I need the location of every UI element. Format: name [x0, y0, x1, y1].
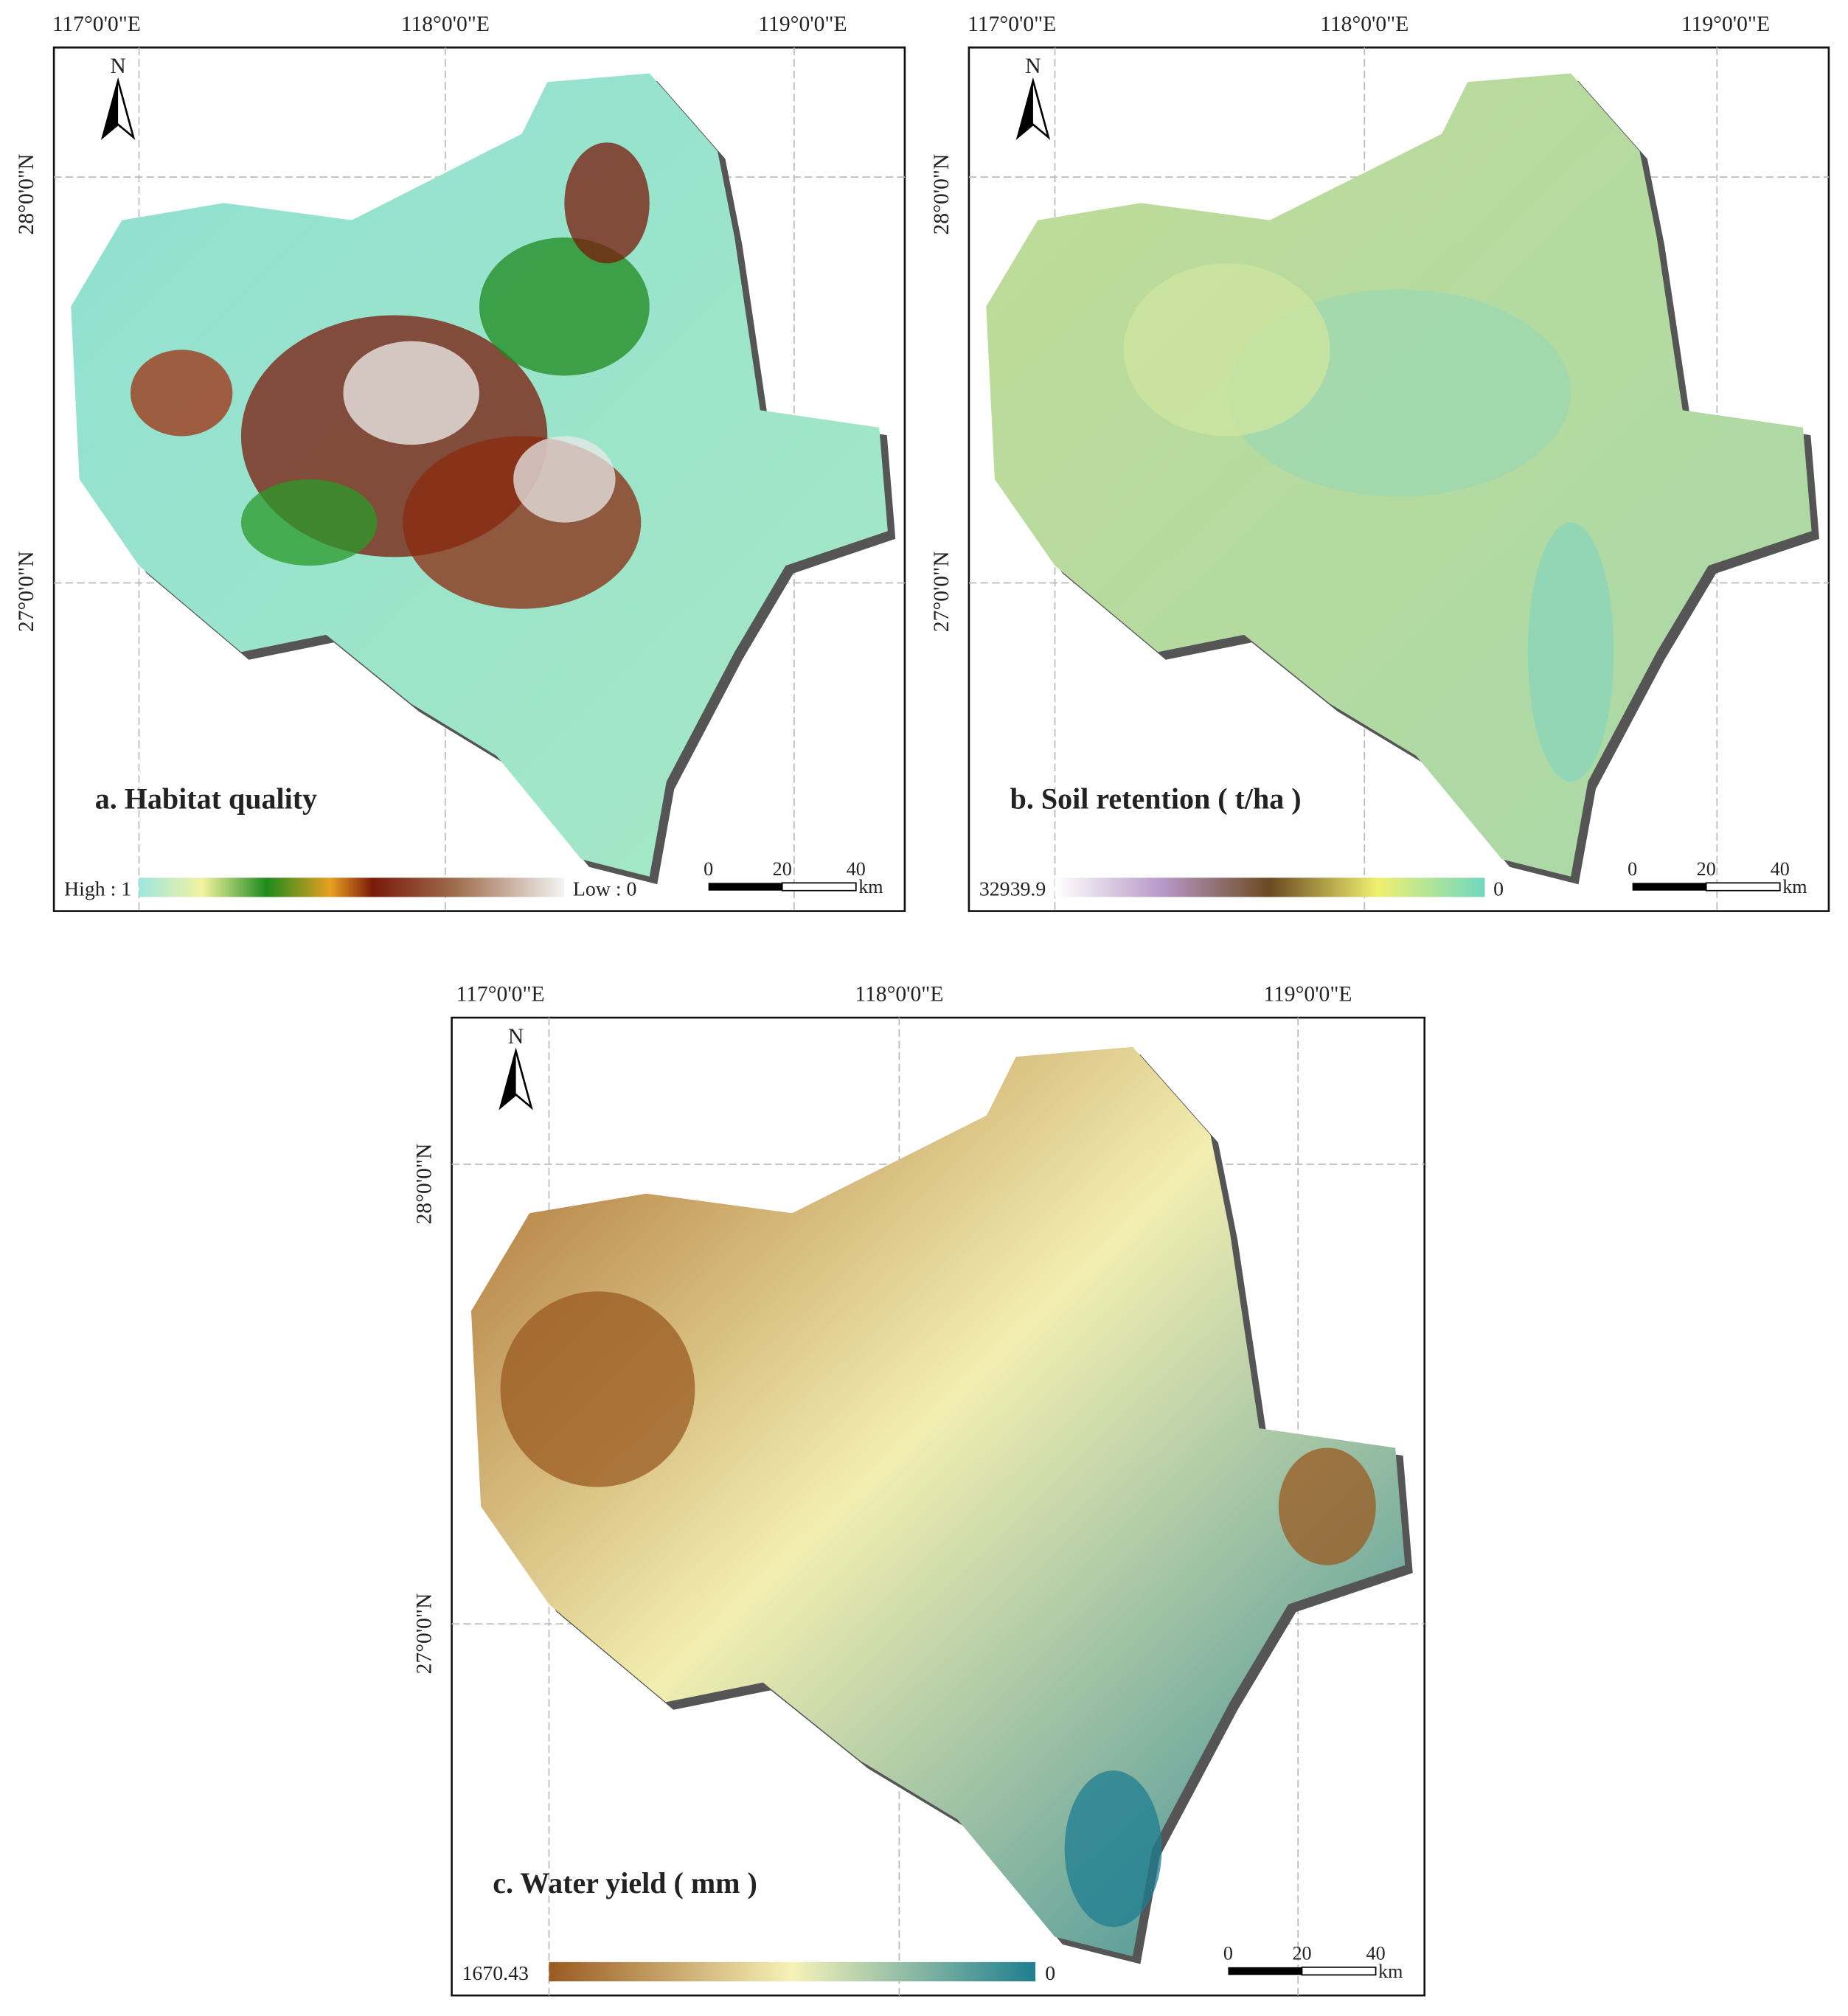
region-pattern — [1123, 263, 1330, 437]
scale-bar — [1228, 1967, 1302, 1975]
scale-bar — [708, 883, 782, 891]
lon-label: 117°0'0"E — [968, 13, 1056, 36]
map-panel: 117°0'0"E 118°0'0"E 119°0'0"E 28°0'0"N 27°0'… — [413, 982, 1426, 1997]
scale-label: 20 — [1697, 858, 1716, 880]
legend-start: High : 1 — [64, 878, 131, 901]
scale-label: 20 — [773, 858, 792, 880]
lon-label: 119°0'0"E — [1681, 13, 1770, 36]
lon-label: 117°0'0"E — [456, 982, 544, 1006]
lon-label: 118°0'0"E — [401, 13, 490, 36]
scale-bar — [1301, 1966, 1377, 1976]
scale-unit: km — [1378, 1961, 1403, 1982]
legend-end: Low : 0 — [573, 878, 637, 901]
legend-bar — [549, 1961, 1036, 1982]
legend-start: 32939.9 — [979, 878, 1046, 901]
map-panel: 117°0'0"E 118°0'0"E 119°0'0"E 28°0'0"N 27°0'… — [930, 13, 1830, 912]
region-pattern — [1527, 522, 1614, 782]
scale-bar — [1705, 882, 1781, 891]
scale-label: 0 — [1223, 1942, 1233, 1964]
lat-label: 28°0'0"N — [413, 1144, 437, 1225]
lon-label: 118°0'0"E — [855, 982, 943, 1006]
region-pattern — [564, 142, 650, 264]
scale-unit: km — [1782, 876, 1807, 897]
lat-label: 27°0'0"N — [930, 551, 953, 632]
legend-bar — [1055, 877, 1485, 897]
legend-bar — [139, 877, 565, 897]
legend-end: 0 — [1493, 878, 1504, 901]
region-pattern — [1278, 1447, 1376, 1565]
scale-bar — [781, 882, 857, 891]
lat-label: 27°0'0"N — [15, 551, 38, 632]
north-label: N — [1025, 55, 1041, 78]
region-pattern — [500, 1291, 695, 1487]
region-pattern — [130, 350, 233, 437]
legend-start: 1670.43 — [462, 1962, 529, 1985]
north-arrow — [103, 80, 119, 138]
panel-title: a. Habitat quality — [95, 782, 317, 815]
scale-bar — [1632, 883, 1706, 891]
lat-label: 28°0'0"N — [930, 154, 953, 235]
lon-label: 117°0'0"E — [52, 13, 141, 36]
region-pattern — [513, 436, 616, 523]
region-pattern — [343, 341, 479, 445]
north-label: N — [110, 55, 125, 78]
panel-title: b. Soil retention ( t/ha ) — [1010, 782, 1302, 815]
map-panel: 117°0'0"E 118°0'0"E 119°0'0"E 28°0'0"N 27°0'… — [15, 13, 906, 912]
north-label: N — [508, 1025, 524, 1049]
lon-label: 118°0'0"E — [1320, 13, 1408, 36]
lon-label: 119°0'0"E — [758, 13, 847, 36]
lon-label: 119°0'0"E — [1263, 982, 1352, 1006]
scale-label: 0 — [704, 858, 713, 880]
region-pattern — [240, 479, 378, 566]
scale-label: 40 — [847, 858, 866, 880]
scale-label: 40 — [1366, 1942, 1386, 1964]
legend-end: 0 — [1045, 1962, 1055, 1985]
scale-label: 20 — [1292, 1942, 1311, 1964]
region-pattern — [1064, 1770, 1162, 1928]
region-pattern — [479, 237, 650, 376]
lat-label: 28°0'0"N — [15, 154, 38, 235]
north-arrow — [1018, 80, 1033, 138]
panel-title: c. Water yield ( mm ) — [493, 1866, 757, 1899]
scale-label: 40 — [1771, 858, 1790, 880]
region — [470, 1046, 1406, 1957]
scale-unit: km — [858, 876, 883, 897]
lat-label: 27°0'0"N — [413, 1593, 437, 1675]
scale-label: 0 — [1628, 858, 1637, 880]
